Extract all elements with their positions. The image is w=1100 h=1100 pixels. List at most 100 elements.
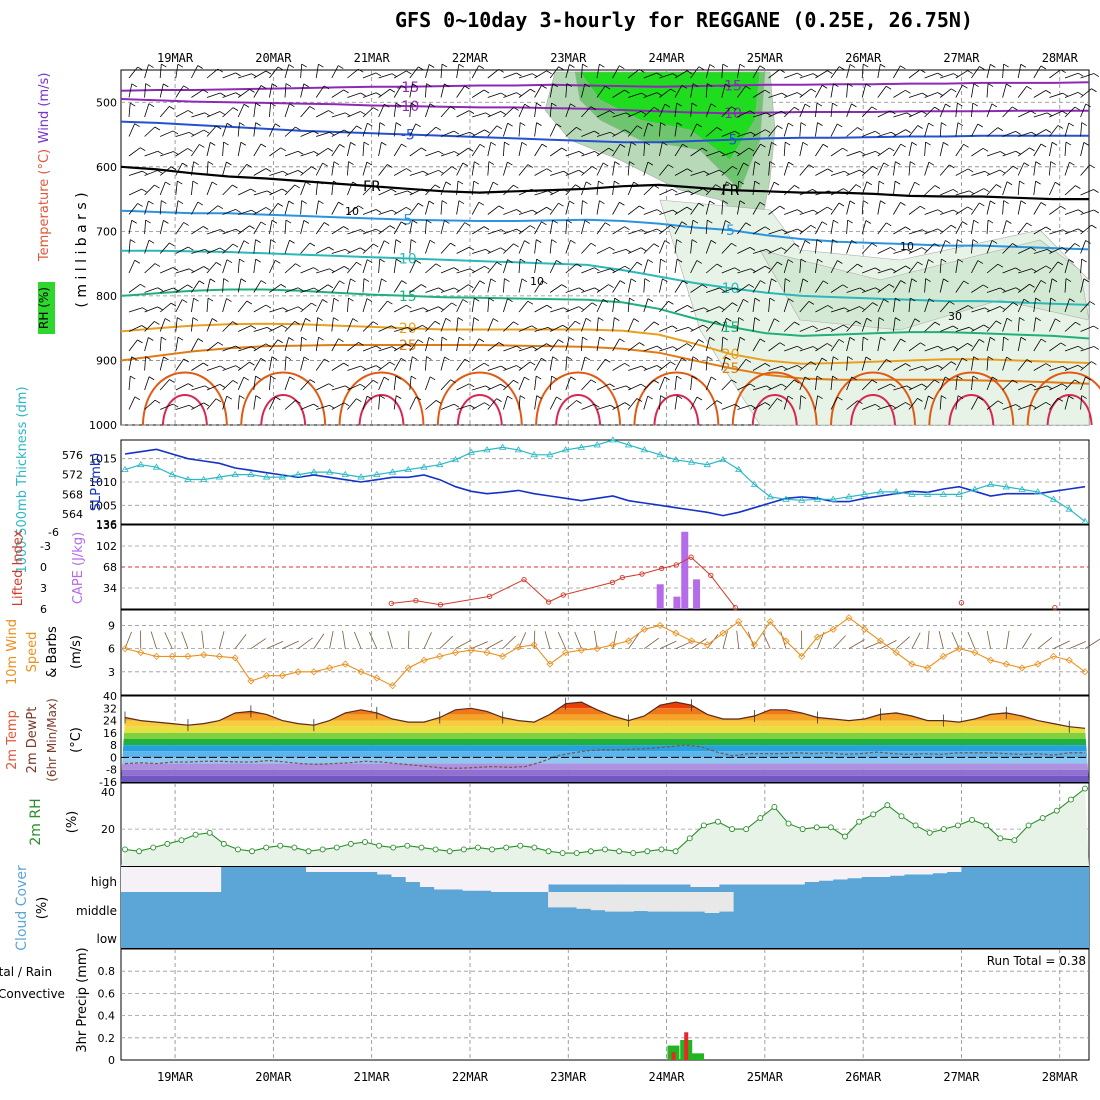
wind-barb — [451, 166, 457, 170]
wind10-barb — [628, 633, 640, 649]
wind-barb — [144, 103, 150, 118]
wind-barb — [253, 103, 257, 118]
wind-barb — [968, 326, 975, 331]
wind-barb — [643, 161, 649, 176]
wind-barb — [223, 141, 229, 146]
wind-barb — [521, 141, 528, 146]
wind-barb — [378, 395, 381, 410]
temp2m-label-1: 2m Temp — [5, 710, 20, 770]
wind-barb — [889, 147, 895, 152]
wind-barb — [706, 306, 720, 313]
precip-legend-conv: Convective — [0, 987, 65, 1001]
wind-barb — [220, 92, 226, 97]
rh2m-point — [700, 822, 707, 829]
rh2m-point — [249, 848, 256, 855]
cloud-high-clear — [733, 867, 748, 885]
rh2m-point — [305, 848, 312, 855]
wind-barb — [924, 365, 938, 371]
wind-barb — [297, 287, 304, 292]
wind-barb — [161, 336, 167, 341]
wind-barb — [967, 343, 973, 347]
wind-barb — [565, 337, 570, 352]
isotherm-label: -15 — [396, 80, 419, 96]
wind-barb — [409, 188, 423, 196]
wind10-point — [341, 660, 349, 668]
wind-barb — [159, 106, 170, 118]
wind-barb — [1049, 383, 1063, 391]
cloud-mid-clear — [676, 892, 691, 912]
wind-barb — [718, 306, 725, 310]
wind-barb — [316, 246, 329, 254]
wind-barb — [764, 265, 771, 270]
wind-barb — [1060, 342, 1067, 347]
wind-barb — [816, 102, 823, 107]
wind-barb — [222, 142, 225, 157]
wind-barb — [504, 141, 510, 146]
wind-barb — [1049, 229, 1063, 235]
wind-barb — [534, 122, 537, 137]
wind-barb — [888, 284, 895, 288]
rh2m-point — [319, 846, 326, 853]
wind-barb — [348, 161, 354, 165]
wind-barb — [1030, 247, 1037, 251]
cloud-high-clear — [320, 867, 336, 872]
wind-barb — [485, 249, 491, 253]
cloud-high-clear — [519, 867, 535, 892]
cloud-mid-clear — [690, 892, 706, 912]
wind-barb — [172, 403, 179, 408]
wind-barb — [237, 395, 240, 410]
wind-barb — [183, 85, 189, 90]
wind-barb — [837, 396, 843, 401]
wind-barb — [169, 379, 175, 383]
wind-barb — [594, 403, 600, 408]
wind-barb — [624, 226, 630, 231]
wind-barb — [844, 170, 850, 175]
wind-barb — [624, 265, 631, 270]
isotherm-label: FR — [363, 179, 381, 195]
wind-barb — [737, 200, 741, 215]
wind-barb — [734, 404, 741, 408]
wind-barb — [222, 161, 227, 176]
wind-barb — [487, 298, 490, 313]
rh2m-point — [277, 842, 284, 849]
wind-barb — [797, 345, 803, 350]
wind-barb — [581, 302, 593, 313]
wind-barb — [745, 85, 751, 90]
wind-barb — [175, 85, 184, 98]
wind-barb — [804, 376, 811, 381]
wind-barb — [300, 267, 314, 274]
cape-tick: 34 — [103, 582, 117, 595]
wind-barb — [206, 111, 221, 118]
wind-barb — [391, 346, 398, 350]
wind-barb — [175, 268, 190, 274]
wind-barb — [986, 356, 989, 371]
wind-barb — [500, 111, 506, 115]
temp-tick: -16 — [99, 776, 117, 789]
li-tick: 3 — [40, 582, 47, 595]
wind-barb — [743, 162, 749, 167]
li-point — [388, 600, 394, 607]
wind-barb — [871, 379, 878, 384]
wind-barb — [731, 379, 737, 384]
wind-barb — [513, 184, 519, 189]
wind-barb — [317, 317, 323, 321]
wind-barb — [674, 305, 688, 313]
wind-barb — [128, 83, 133, 98]
wind-barb — [456, 268, 471, 274]
wind-barb — [239, 395, 245, 399]
wind-barb — [429, 103, 436, 108]
wind-barb — [890, 383, 896, 388]
wind-barb — [863, 200, 869, 204]
wind-barb — [128, 396, 136, 410]
wind-barb — [360, 92, 366, 97]
wind-barb — [619, 143, 626, 148]
wind-barb — [128, 123, 136, 137]
cloud-high-clear — [391, 867, 407, 877]
wind-barb — [986, 83, 989, 98]
wind-barb — [160, 267, 174, 274]
wind-barb — [389, 225, 396, 229]
wind-barb — [237, 376, 245, 391]
wind-barb — [783, 321, 795, 332]
cloud-high-clear — [690, 867, 706, 887]
wind-barb — [441, 336, 448, 341]
